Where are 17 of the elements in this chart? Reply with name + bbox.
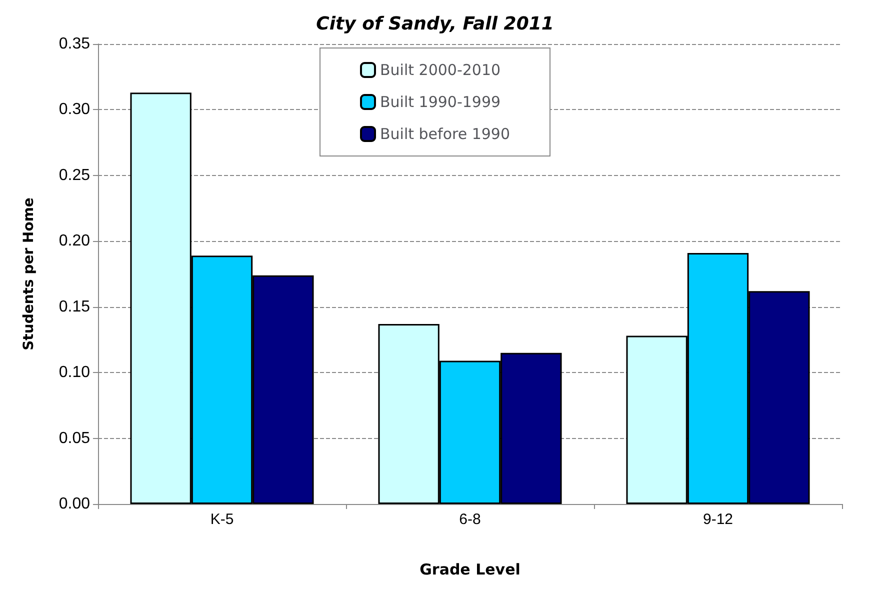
y-tick-label: 0.15	[58, 298, 90, 316]
y-tick-label: 0.05	[58, 430, 90, 447]
chart-title: City of Sandy, Fall 2011	[316, 14, 554, 34]
y-axis-title: Students per Home	[21, 198, 37, 350]
y-tick-label: 0.30	[58, 101, 90, 118]
y-tick-label: 0.20	[58, 232, 90, 250]
x-tick-label: 9-12	[702, 511, 734, 528]
x-tick-label: 6-8	[459, 511, 481, 528]
y-tick-label: 0.00	[58, 496, 90, 512]
y-tick-label: 0.25	[58, 166, 90, 184]
y-tick-label: 0.35	[58, 36, 90, 52]
legend-label: Built before 1990	[380, 125, 510, 143]
x-axis-title: Grade Level	[420, 560, 520, 578]
legend-label: Built 1990-1999	[380, 93, 501, 111]
legend-label: Built 2000-2010	[380, 61, 501, 79]
y-tick-label: 0.10	[58, 364, 90, 382]
x-tick-label: K-5	[210, 511, 234, 528]
